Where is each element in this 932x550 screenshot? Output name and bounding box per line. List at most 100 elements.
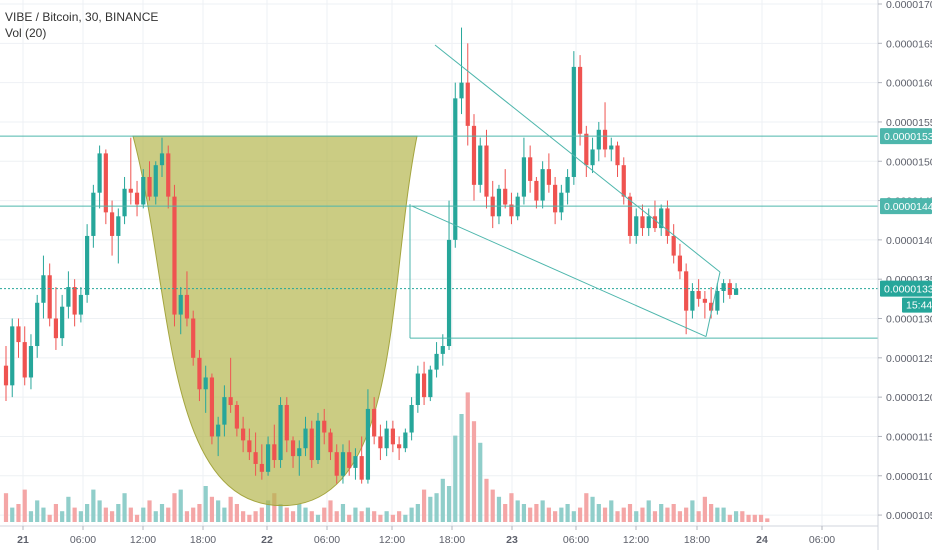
- volume-bar: [615, 511, 620, 522]
- volume-bar: [166, 507, 171, 522]
- candle-body: [134, 192, 140, 205]
- time-axis[interactable]: 21 06:00 12:00 18:00 22 06:00 12:00 18:00 23 06:0…: [0, 525, 878, 546]
- time-tick-label: 12:00: [130, 534, 156, 546]
- candle-body: [553, 184, 558, 213]
- candle-body: [290, 440, 296, 457]
- volume-bar: [153, 511, 158, 522]
- candle-body: [528, 157, 533, 181]
- candle-body: [109, 212, 115, 236]
- candle-body: [91, 192, 96, 236]
- volume-bar: [453, 435, 458, 522]
- volume-bar: [241, 511, 246, 522]
- candle-body: [60, 306, 65, 339]
- candle-body: [465, 82, 470, 126]
- price-tag-label: 0.00001338: [884, 284, 932, 296]
- volume-bar: [434, 493, 439, 522]
- volume-bar: [247, 514, 252, 522]
- volume-bar: [328, 500, 333, 522]
- candle-body: [372, 408, 377, 437]
- time-tick-label: 06:00: [563, 534, 589, 546]
- candle-body: [259, 463, 264, 472]
- volume-bar: [690, 500, 695, 522]
- volume-bar: [397, 511, 402, 522]
- volume-bar: [684, 507, 689, 522]
- volume-bar: [322, 507, 327, 522]
- candle-body: [85, 235, 90, 295]
- candle-body: [471, 125, 477, 185]
- candle-body: [53, 318, 59, 339]
- candle-body: [397, 444, 402, 449]
- candle-body: [702, 298, 707, 303]
- volume-bar: [359, 511, 364, 522]
- volume-bar: [184, 511, 190, 522]
- candle-body: [496, 188, 502, 217]
- price-tag-box: [880, 128, 932, 145]
- candle-body: [721, 283, 726, 291]
- volume-bar: [16, 504, 21, 522]
- candle-body: [584, 133, 589, 166]
- candle-body: [602, 129, 608, 150]
- candle-body: [440, 346, 445, 354]
- volume-bar: [471, 421, 477, 522]
- candle-body: [652, 216, 658, 229]
- candle-body: [47, 275, 52, 319]
- candle-body: [484, 145, 489, 197]
- time-tick-label: 12:00: [623, 534, 649, 546]
- volume-bar: [109, 511, 115, 522]
- candle-body: [565, 176, 570, 193]
- trend-lines: [411, 44, 721, 338]
- candle-body: [22, 342, 27, 378]
- volume-bar: [702, 496, 707, 522]
- candle-body: [571, 66, 576, 177]
- volume-bar: [577, 507, 583, 522]
- volume-bar: [565, 504, 570, 522]
- symbol-title[interactable]: VIBE / Bitcoin, 30, BINANCE: [5, 10, 159, 24]
- volume-bar: [309, 511, 314, 522]
- volume-bar: [290, 511, 296, 522]
- volume-bar: [103, 507, 108, 522]
- candle-body: [328, 432, 333, 453]
- volume-bar: [278, 504, 283, 522]
- candle-body: [147, 176, 152, 197]
- candle-body: [403, 432, 408, 449]
- candle-body: [197, 357, 202, 390]
- volume-bar: [60, 511, 65, 522]
- volume-bar: [53, 504, 59, 522]
- candle-body: [709, 302, 714, 311]
- volume-bar: [178, 489, 183, 522]
- volume-bar: [228, 496, 233, 522]
- volume-bar: [203, 486, 208, 522]
- volume-bar: [265, 500, 271, 522]
- volume-bar: [671, 504, 676, 522]
- time-tick-label: 06:00: [314, 534, 340, 546]
- candle-body: [35, 302, 40, 347]
- volume-bar: [640, 507, 645, 522]
- volume-bar: [503, 504, 508, 522]
- volume-bar: [272, 493, 277, 522]
- time-tick-label: 06:00: [809, 534, 835, 546]
- volume-bar: [91, 489, 96, 522]
- volume-bar: [372, 511, 377, 522]
- candle-body: [284, 404, 289, 441]
- volume-bar: [634, 511, 639, 522]
- volume-bar: [484, 478, 489, 522]
- volume-bar: [378, 514, 383, 522]
- candle-body: [509, 204, 514, 217]
- candle-body: [690, 290, 695, 311]
- candle-body: [634, 216, 639, 236]
- volume-indicator-label[interactable]: Vol (20): [5, 26, 47, 40]
- candle-body: [609, 145, 614, 150]
- volume-bar: [47, 514, 52, 522]
- volume-bar: [28, 511, 34, 522]
- time-tick-label: 06:00: [70, 534, 96, 546]
- candle-body: [116, 216, 121, 236]
- volume-bar: [677, 511, 683, 522]
- volume-bar: [365, 507, 371, 522]
- volume-bar: [415, 504, 420, 522]
- candle-body: [434, 353, 439, 370]
- candle-body: [459, 82, 464, 99]
- candle-body: [322, 420, 327, 433]
